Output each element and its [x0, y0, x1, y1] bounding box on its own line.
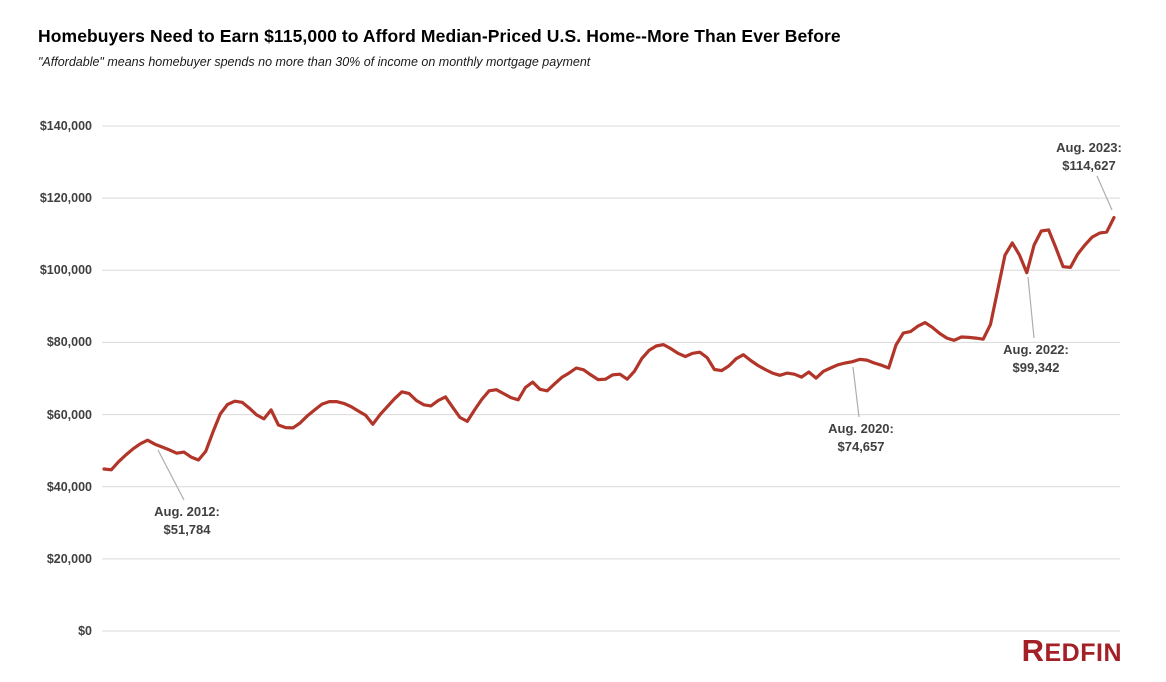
annotation-line: Aug. 2020: — [828, 421, 894, 436]
annotation-aug-2022: Aug. 2022: $99,342 — [971, 341, 1101, 377]
annotation-line: $114,627 — [1062, 158, 1116, 173]
leader-line-aug-2012 — [157, 449, 185, 501]
y-axis-label: $80,000 — [46, 335, 92, 350]
annotation-aug-2023: Aug. 2023: $114,627 — [1024, 139, 1154, 175]
chart-subtitle: "Affordable" means homebuyer spends no m… — [38, 55, 591, 69]
y-axis-label: $100,000 — [39, 263, 92, 278]
annotation-line: $74,657 — [837, 439, 885, 454]
y-axis-label: $60,000 — [46, 407, 92, 422]
y-axis-label: $140,000 — [39, 119, 92, 133]
annotation-line: Aug. 2023: — [1056, 140, 1122, 155]
gridlines — [102, 125, 1120, 632]
annotation-line: Aug. 2022: — [1003, 342, 1069, 357]
annotation-line: Aug. 2012: — [154, 504, 220, 519]
y-axis-label: $20,000 — [46, 551, 92, 566]
chart-title: Homebuyers Need to Earn $115,000 to Affo… — [38, 26, 841, 46]
y-axis-label: $40,000 — [46, 479, 92, 494]
annotation-line: $99,342 — [1012, 360, 1060, 375]
redfin-logo-text: R — [1021, 633, 1045, 668]
annotation-aug-2020: Aug. 2020: $74,657 — [796, 420, 926, 456]
redfin-logo: REDFIN — [1021, 633, 1122, 668]
annotation-aug-2012: Aug. 2012: $51,784 — [122, 503, 252, 539]
annotation-leader-lines — [157, 175, 1113, 501]
leader-line-aug-2022 — [1027, 276, 1035, 339]
annotation-line: $51,784 — [163, 522, 211, 537]
leader-line-aug-2023 — [1096, 175, 1113, 211]
leader-line-aug-2020 — [852, 366, 860, 418]
income-line-series — [102, 215, 1116, 472]
y-axis-label: $120,000 — [39, 191, 92, 206]
y-axis-label: $0 — [78, 624, 92, 638]
